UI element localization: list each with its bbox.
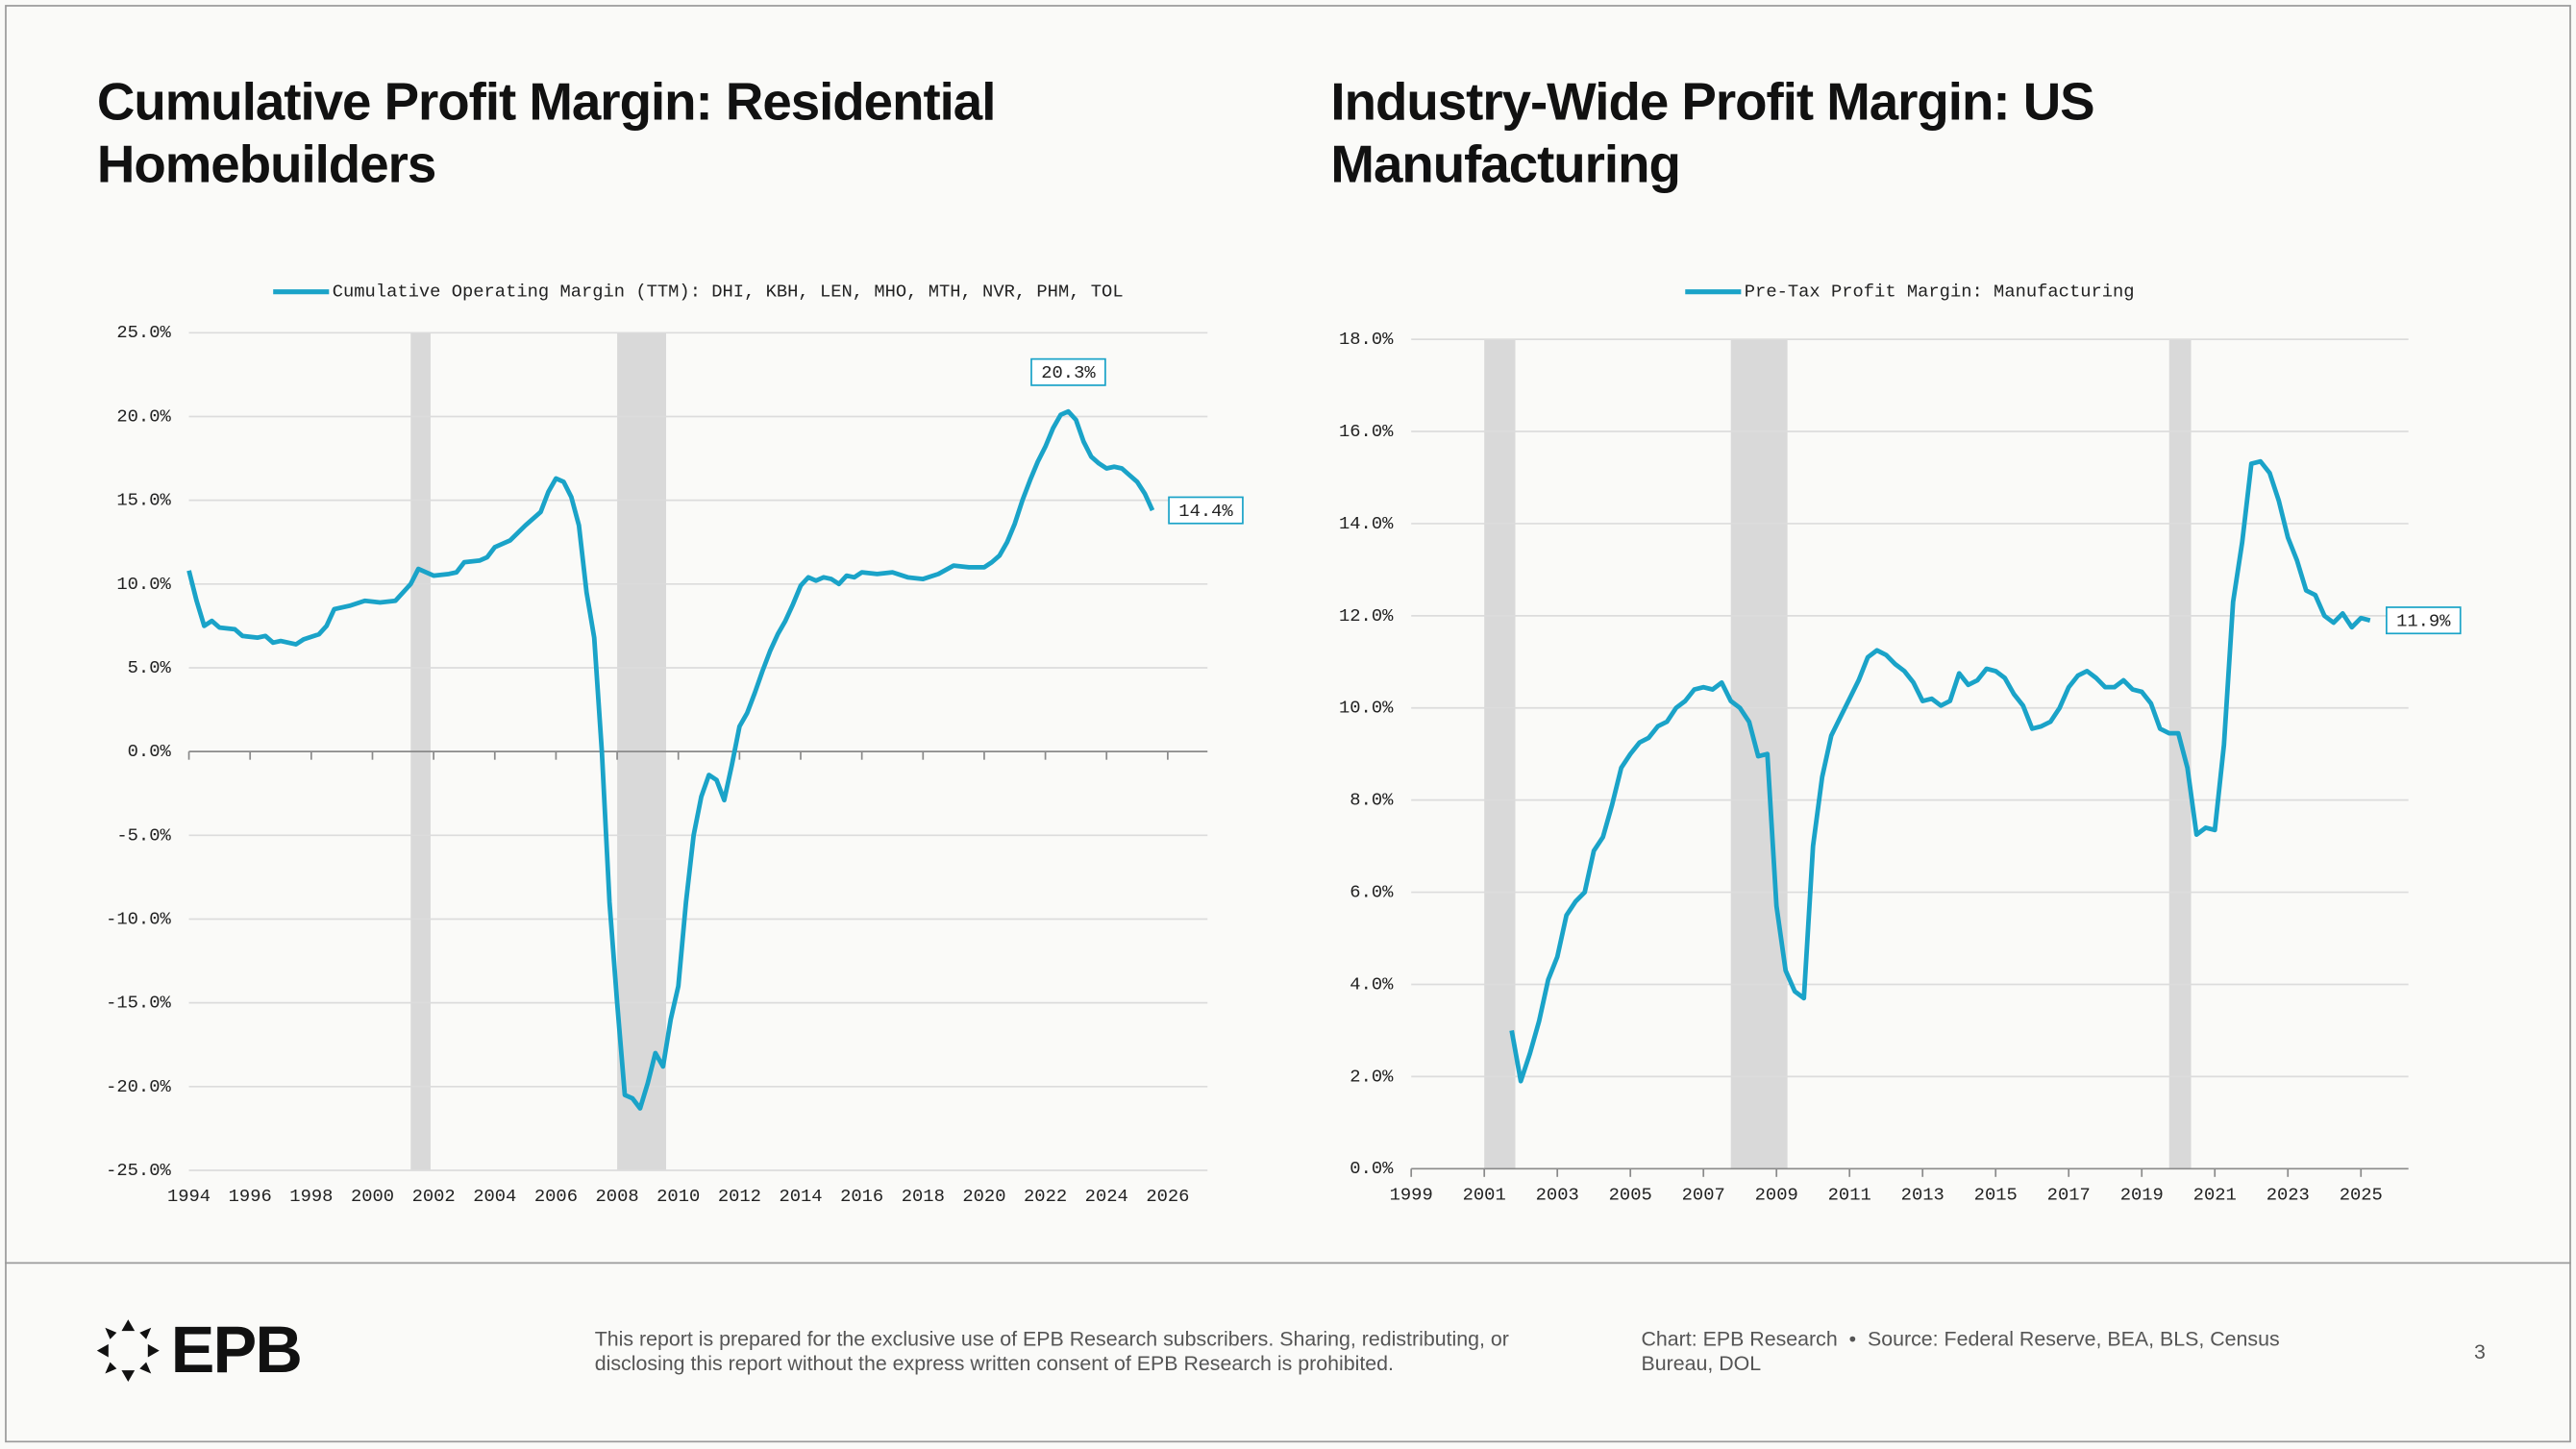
y-tick-label: 6.0%: [1350, 882, 1394, 903]
x-tick-label: 2015: [1974, 1185, 2018, 1206]
x-tick-label: 2006: [534, 1186, 578, 1207]
chart-title: Cumulative Profit Margin: Residential Ho…: [96, 72, 997, 194]
y-tick-label: 14.0%: [1339, 513, 1394, 534]
annotation-label: 11.9%: [2396, 610, 2451, 631]
y-tick-label: 16.0%: [1339, 421, 1394, 442]
y-tick-label: 10.0%: [1339, 698, 1394, 719]
separator: •: [1837, 1327, 1868, 1351]
disclaimer: This report is prepared for the exclusiv…: [594, 1327, 1509, 1376]
chart: -25.0% -20.0% -15.0% -10.0% -5.0% 0.0% 5.0% 10.…: [106, 282, 1244, 1207]
y-tick-label: -10.0%: [106, 908, 171, 929]
x-tick-label: 1999: [1390, 1185, 1433, 1206]
y-tick-label: -25.0%: [106, 1160, 171, 1181]
data-line: [186, 408, 1155, 1111]
x-tick-label: 2001: [1463, 1185, 1506, 1206]
x-tick-label: 1994: [167, 1186, 211, 1207]
legend-label: Cumulative Operating Margin (TTM): DHI, …: [333, 282, 1124, 303]
y-tick-label: 2.0%: [1350, 1066, 1394, 1087]
x-tick-label: 2026: [1146, 1186, 1189, 1207]
annotation-box: [1030, 357, 1106, 386]
data-line: [1509, 458, 2371, 1084]
chart: 0.0% 2.0% 4.0% 6.0% 8.0% 10.0% 12.0% 14.0% 16.0%…: [1339, 282, 2462, 1206]
x-tick-label: 2013: [1901, 1185, 1944, 1206]
y-tick-label: 4.0%: [1350, 973, 1394, 995]
x-tick-label: 2005: [1609, 1185, 1652, 1206]
y-tick-label: 15.0%: [116, 490, 171, 511]
source: Source: Federal Reserve, BEA, BLS, Censu…: [1641, 1327, 2280, 1376]
x-tick-label: 2010: [656, 1186, 700, 1207]
x-tick-label: 2019: [2120, 1185, 2164, 1206]
divider: [5, 1262, 2571, 1265]
recession-band: [2168, 339, 2192, 1169]
y-tick-label: 20.0%: [116, 405, 171, 427]
y-tick-label: -5.0%: [116, 824, 171, 846]
page-number: 3: [2474, 1340, 2486, 1364]
x-tick-label: 1998: [289, 1186, 333, 1207]
y-tick-label: 18.0%: [1339, 329, 1394, 350]
x-tick-label: 2003: [1536, 1185, 1579, 1206]
y-tick-label: -15.0%: [106, 993, 171, 1014]
x-tick-label: 2011: [1828, 1185, 1871, 1206]
x-tick-label: 2025: [2340, 1185, 2383, 1206]
y-tick-label: 0.0%: [128, 741, 172, 762]
annotation-label: 14.4%: [1178, 501, 1233, 522]
x-tick-label: 2012: [718, 1186, 761, 1207]
x-tick-label: 2004: [473, 1186, 516, 1207]
chart-title: Industry-Wide Profit Margin: US Manufact…: [1330, 72, 2094, 194]
legend-label: Pre-Tax Profit Margin: Manufacturing: [1745, 282, 2135, 303]
x-tick-label: 2022: [1024, 1186, 1067, 1207]
credit: Chart: EPB Research: [1641, 1327, 1838, 1351]
y-tick-label: 10.0%: [116, 574, 171, 595]
x-tick-label: 2023: [2266, 1185, 2310, 1206]
y-tick-label: 8.0%: [1350, 790, 1394, 811]
annotation-box: [2385, 606, 2462, 635]
x-tick-label: 2016: [840, 1186, 883, 1207]
y-tick-label: 0.0%: [1350, 1158, 1394, 1179]
annotation-box: [1168, 496, 1244, 525]
x-tick-label: 2014: [779, 1186, 822, 1207]
x-tick-label: 1996: [229, 1186, 272, 1207]
x-tick-label: 2020: [962, 1186, 1005, 1207]
x-tick-label: 2009: [1755, 1185, 1798, 1206]
x-tick-label: 2008: [596, 1186, 639, 1207]
x-tick-label: 2018: [902, 1186, 945, 1207]
source-note: Chart: EPB Research • Source: Federal Re…: [1641, 1328, 2315, 1377]
x-tick-label: 2000: [351, 1186, 394, 1207]
y-tick-label: -20.0%: [106, 1076, 171, 1097]
y-tick-label: 12.0%: [1339, 605, 1394, 626]
x-tick-label: 2002: [412, 1186, 456, 1207]
x-tick-label: 2007: [1682, 1185, 1725, 1206]
y-tick-label: 5.0%: [128, 657, 172, 678]
frame: [5, 5, 2571, 1443]
logo-mark: [96, 1319, 160, 1383]
logo-text: EPB: [170, 1314, 303, 1388]
recession-band: [1484, 339, 1516, 1169]
x-tick-label: 2017: [2047, 1185, 2091, 1206]
x-tick-label: 2021: [2193, 1185, 2237, 1206]
y-tick-label: 25.0%: [116, 322, 171, 343]
annotation-label: 20.3%: [1041, 362, 1096, 383]
x-tick-label: 2024: [1085, 1186, 1128, 1207]
